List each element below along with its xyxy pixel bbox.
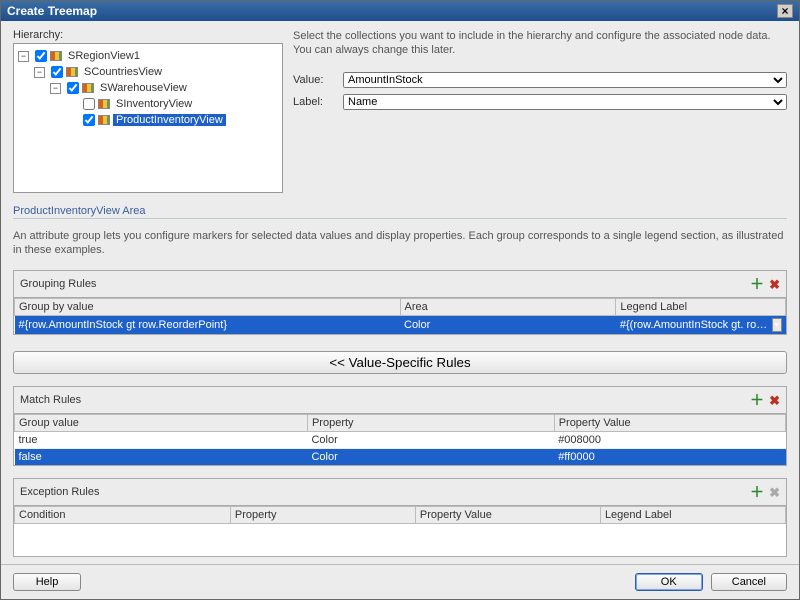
exception-rules-title: Exception Rules bbox=[20, 486, 100, 498]
tree-toggle-icon[interactable]: − bbox=[18, 51, 29, 62]
match-col-propvalue[interactable]: Property Value bbox=[554, 414, 785, 431]
value-specific-rules-button[interactable]: << Value-Specific Rules bbox=[13, 351, 787, 374]
entity-icon bbox=[98, 115, 110, 125]
add-icon[interactable]: ＋ bbox=[750, 276, 764, 292]
delete-icon[interactable]: ✖ bbox=[769, 393, 780, 408]
grouping-rules-panel: Grouping Rules ＋ ✖ Group by value Area L… bbox=[13, 270, 787, 335]
match-col-groupvalue[interactable]: Group value bbox=[15, 414, 308, 431]
grouping-rules-title: Grouping Rules bbox=[20, 278, 96, 290]
tree-item-label[interactable]: ProductInventoryView bbox=[113, 114, 226, 126]
tree-toggle-icon[interactable]: − bbox=[34, 67, 45, 78]
delete-icon[interactable]: ✖ bbox=[769, 277, 780, 292]
hierarchy-column: Hierarchy: −SRegionView1−SCountriesView−… bbox=[13, 29, 283, 193]
match-cell[interactable]: #008000 bbox=[554, 431, 785, 448]
tree-item[interactable]: − SRegionView1 bbox=[18, 48, 278, 64]
value-row: Value: AmountInStock bbox=[293, 72, 787, 88]
create-treemap-dialog: Create Treemap × Hierarchy: − SRegionView… bbox=[0, 0, 800, 600]
label-row: Label: Name bbox=[293, 94, 787, 110]
tree-item[interactable]: − SWarehouseView bbox=[18, 80, 278, 96]
tree-item[interactable]: ProductInventoryView bbox=[18, 112, 278, 128]
match-col-property[interactable]: Property bbox=[307, 414, 554, 431]
match-rules-panel: Match Rules ＋ ✖ Group value Property Pro… bbox=[13, 386, 787, 466]
table-row[interactable]: trueColor#008000 bbox=[15, 431, 786, 448]
tree-toggle-icon[interactable]: − bbox=[50, 83, 61, 94]
tree-checkbox[interactable] bbox=[67, 82, 79, 94]
tree-item-label[interactable]: SWarehouseView bbox=[97, 82, 190, 94]
match-rules-table[interactable]: Group value Property Property Value true… bbox=[14, 414, 786, 465]
config-column: Select the collections you want to inclu… bbox=[293, 29, 787, 193]
tree-item-label[interactable]: SInventoryView bbox=[113, 98, 195, 110]
dialog-content: Hierarchy: −SRegionView1−SCountriesView−… bbox=[1, 21, 799, 564]
add-icon[interactable]: ＋ bbox=[750, 392, 764, 408]
config-description: Select the collections you want to inclu… bbox=[293, 29, 787, 58]
titlebar: Create Treemap × bbox=[1, 1, 799, 21]
match-cell[interactable]: true bbox=[15, 431, 308, 448]
tree-checkbox[interactable] bbox=[35, 50, 47, 62]
grouping-area-cell[interactable]: Color bbox=[400, 315, 616, 334]
entity-icon bbox=[82, 83, 94, 93]
grouping-legend-cell[interactable]: #{(row.AmountInStock gt. row.ReorderPoin… bbox=[616, 315, 786, 334]
grouping-col-legend[interactable]: Legend Label bbox=[616, 298, 786, 315]
top-row: Hierarchy: −SRegionView1−SCountriesView−… bbox=[13, 29, 787, 193]
hierarchy-label: Hierarchy: bbox=[13, 29, 283, 41]
delete-icon: ✖ bbox=[769, 485, 780, 500]
tree-item[interactable]: − SCountriesView bbox=[18, 64, 278, 80]
label-select[interactable]: Name bbox=[343, 94, 787, 110]
match-cell[interactable]: false bbox=[15, 448, 308, 465]
hierarchy-tree[interactable]: − SRegionView1 − SCountriesView − SWarehouseV… bbox=[13, 43, 283, 193]
entity-icon bbox=[50, 51, 62, 61]
entity-icon bbox=[66, 67, 78, 77]
close-icon[interactable]: × bbox=[777, 4, 793, 18]
grouping-col-groupby[interactable]: Group by value bbox=[15, 298, 401, 315]
exception-col-propvalue[interactable]: Property Value bbox=[415, 506, 600, 523]
tree-item-label[interactable]: SCountriesView bbox=[81, 66, 165, 78]
help-button[interactable]: Help bbox=[13, 573, 81, 591]
grouping-groupby-cell[interactable]: #{row.AmountInStock gt row.ReorderPoint} bbox=[15, 315, 401, 334]
exception-col-property[interactable]: Property bbox=[230, 506, 415, 523]
table-row[interactable]: #{row.AmountInStock gt row.ReorderPoint}… bbox=[15, 315, 786, 334]
grouping-rules-table[interactable]: Group by value Area Legend Label #{row.A… bbox=[14, 298, 786, 334]
tree-checkbox[interactable] bbox=[83, 98, 95, 110]
area-section-description: An attribute group lets you configure ma… bbox=[13, 229, 787, 258]
dialog-footer: Help OK Cancel bbox=[1, 564, 799, 599]
ok-button[interactable]: OK bbox=[635, 573, 703, 591]
tree-checkbox[interactable] bbox=[83, 114, 95, 126]
value-select[interactable]: AmountInStock bbox=[343, 72, 787, 88]
exception-col-condition[interactable]: Condition bbox=[15, 506, 231, 523]
table-row[interactable]: falseColor#ff0000 bbox=[15, 448, 786, 465]
chevron-down-icon[interactable]: ▾ bbox=[772, 318, 782, 332]
exception-col-legend[interactable]: Legend Label bbox=[600, 506, 785, 523]
tree-checkbox[interactable] bbox=[51, 66, 63, 78]
window-title: Create Treemap bbox=[7, 4, 97, 18]
exception-rules-table[interactable]: Condition Property Property Value Legend… bbox=[14, 506, 786, 524]
exception-rules-panel: Exception Rules ＋ ✖ Condition Property P… bbox=[13, 478, 787, 557]
grouping-col-area[interactable]: Area bbox=[400, 298, 616, 315]
label-label: Label: bbox=[293, 96, 343, 108]
match-cell[interactable]: Color bbox=[307, 431, 554, 448]
exception-empty-body bbox=[14, 524, 786, 556]
match-rules-title: Match Rules bbox=[20, 394, 81, 406]
add-icon[interactable]: ＋ bbox=[750, 484, 764, 500]
tree-item[interactable]: SInventoryView bbox=[18, 96, 278, 112]
entity-icon bbox=[98, 99, 110, 109]
match-cell[interactable]: #ff0000 bbox=[554, 448, 785, 465]
match-cell[interactable]: Color bbox=[307, 448, 554, 465]
area-section-title: ProductInventoryView Area bbox=[13, 205, 787, 219]
tree-item-label[interactable]: SRegionView1 bbox=[65, 50, 143, 62]
value-label: Value: bbox=[293, 74, 343, 86]
cancel-button[interactable]: Cancel bbox=[711, 573, 787, 591]
